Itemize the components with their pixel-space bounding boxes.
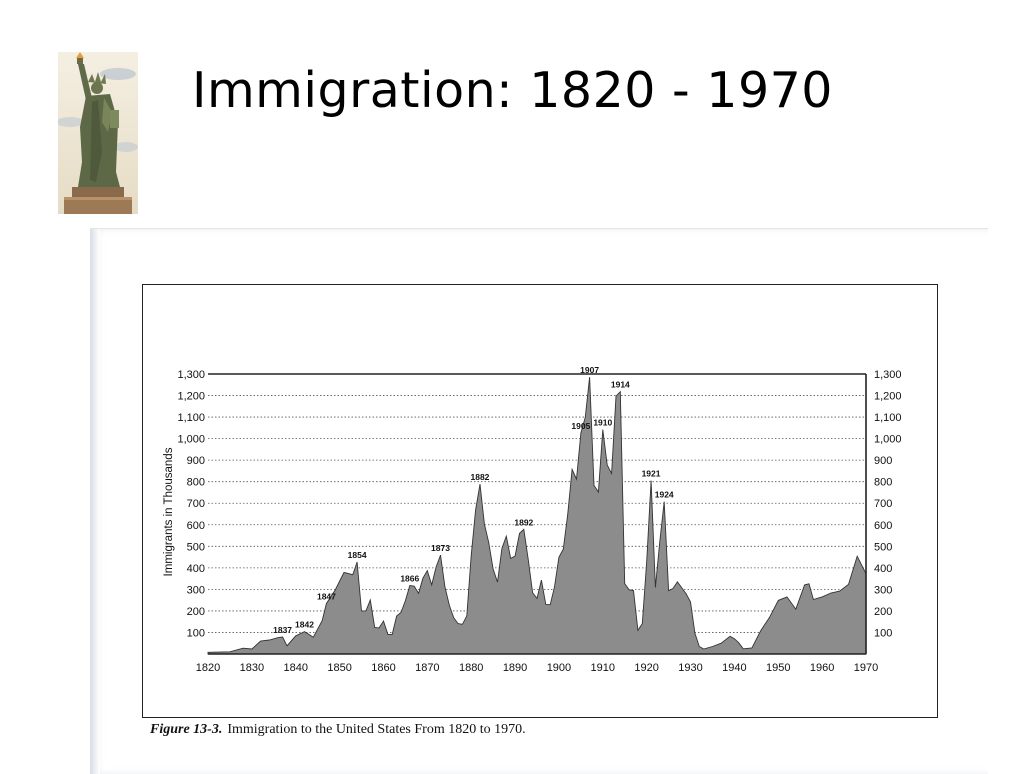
y-axis-label: Immigrants in Thousands	[163, 447, 175, 576]
annotation-1907: 1907	[580, 365, 599, 375]
x-tick-label-1970: 1970	[854, 662, 878, 674]
slide-title: Immigration: 1820 - 1970	[192, 62, 833, 119]
x-tick-label-1940: 1940	[722, 662, 746, 674]
caption-label: Figure 13-3.	[150, 722, 223, 737]
y-tick-label-right-600: 600	[874, 520, 892, 532]
y-tick-label-right-700: 700	[874, 498, 892, 510]
y-tick-label-left-400: 400	[187, 563, 205, 575]
annotation-1847: 1847	[317, 592, 336, 602]
figure-frame	[142, 284, 938, 718]
annotation-1905: 1905	[571, 421, 590, 431]
x-tick-label-1830: 1830	[240, 662, 264, 674]
y-tick-label-right-1200: 1,200	[874, 391, 902, 403]
y-tick-label-left-1000: 1,000	[177, 434, 205, 446]
area-layer	[207, 377, 867, 655]
immigration-area-series	[207, 377, 867, 655]
tick-labels: 100 100 200 200 300 300 400 400 500 500 600 600 700 7…	[177, 369, 901, 674]
x-tick-label-1920: 1920	[634, 662, 658, 674]
annotation-1910: 1910	[593, 418, 612, 428]
y-tick-label-right-100: 100	[874, 627, 892, 639]
y-tick-label-left-900: 900	[187, 455, 205, 467]
y-tick-label-left-1100: 1,100	[177, 412, 205, 424]
x-tick-label-1900: 1900	[547, 662, 571, 674]
x-tick-label-1860: 1860	[371, 662, 395, 674]
x-tick-label-1960: 1960	[810, 662, 834, 674]
y-tick-label-left-1300: 1,300	[177, 369, 205, 381]
y-tick-label-right-300: 300	[874, 584, 892, 596]
x-tick-label-1910: 1910	[591, 662, 615, 674]
y-tick-label-right-500: 500	[874, 541, 892, 553]
annotation-1921: 1921	[642, 469, 661, 479]
x-tick-label-1820: 1820	[196, 662, 220, 674]
x-tick-label-1870: 1870	[415, 662, 439, 674]
annotation-1892: 1892	[514, 517, 533, 527]
y-tick-label-right-400: 400	[874, 563, 892, 575]
x-tick-label-1890: 1890	[503, 662, 527, 674]
x-tick-label-1850: 1850	[327, 662, 351, 674]
figure-caption: Figure 13-3. Immigration to the United St…	[150, 722, 526, 738]
annotation-1842: 1842	[295, 620, 314, 630]
annotation-1924: 1924	[655, 490, 674, 500]
caption-text: Immigration to the United States From 18…	[227, 722, 526, 737]
y-tick-label-left-1200: 1,200	[177, 391, 205, 403]
x-tick-label-1880: 1880	[459, 662, 483, 674]
y-tick-label-left-500: 500	[187, 541, 205, 553]
y-tick-label-right-1000: 1,000	[874, 434, 902, 446]
annotation-1854: 1854	[348, 550, 367, 560]
y-tick-label-right-1100: 1,100	[874, 412, 902, 424]
y-tick-label-left-800: 800	[187, 477, 205, 489]
y-tick-label-right-800: 800	[874, 477, 892, 489]
y-tick-label-left-100: 100	[187, 627, 205, 639]
y-tick-label-left-200: 200	[187, 606, 205, 618]
annotation-1837: 1837	[273, 625, 292, 635]
y-tick-label-left-600: 600	[187, 520, 205, 532]
y-tick-label-left-300: 300	[187, 584, 205, 596]
annotation-1914: 1914	[611, 380, 630, 390]
annotation-1882: 1882	[471, 472, 490, 482]
y-tick-label-right-1300: 1,300	[874, 369, 902, 381]
annotation-1873: 1873	[431, 543, 450, 553]
annotation-1866: 1866	[400, 574, 419, 584]
axes	[208, 373, 867, 655]
x-tick-label-1950: 1950	[766, 662, 790, 674]
statue-of-liberty-icon	[58, 52, 138, 214]
x-tick-label-1930: 1930	[678, 662, 702, 674]
scanned-figure-page	[90, 228, 988, 774]
y-tick-label-right-200: 200	[874, 606, 892, 618]
y-tick-label-right-900: 900	[874, 455, 892, 467]
y-tick-label-left-700: 700	[187, 498, 205, 510]
x-tick-label-1840: 1840	[283, 662, 307, 674]
